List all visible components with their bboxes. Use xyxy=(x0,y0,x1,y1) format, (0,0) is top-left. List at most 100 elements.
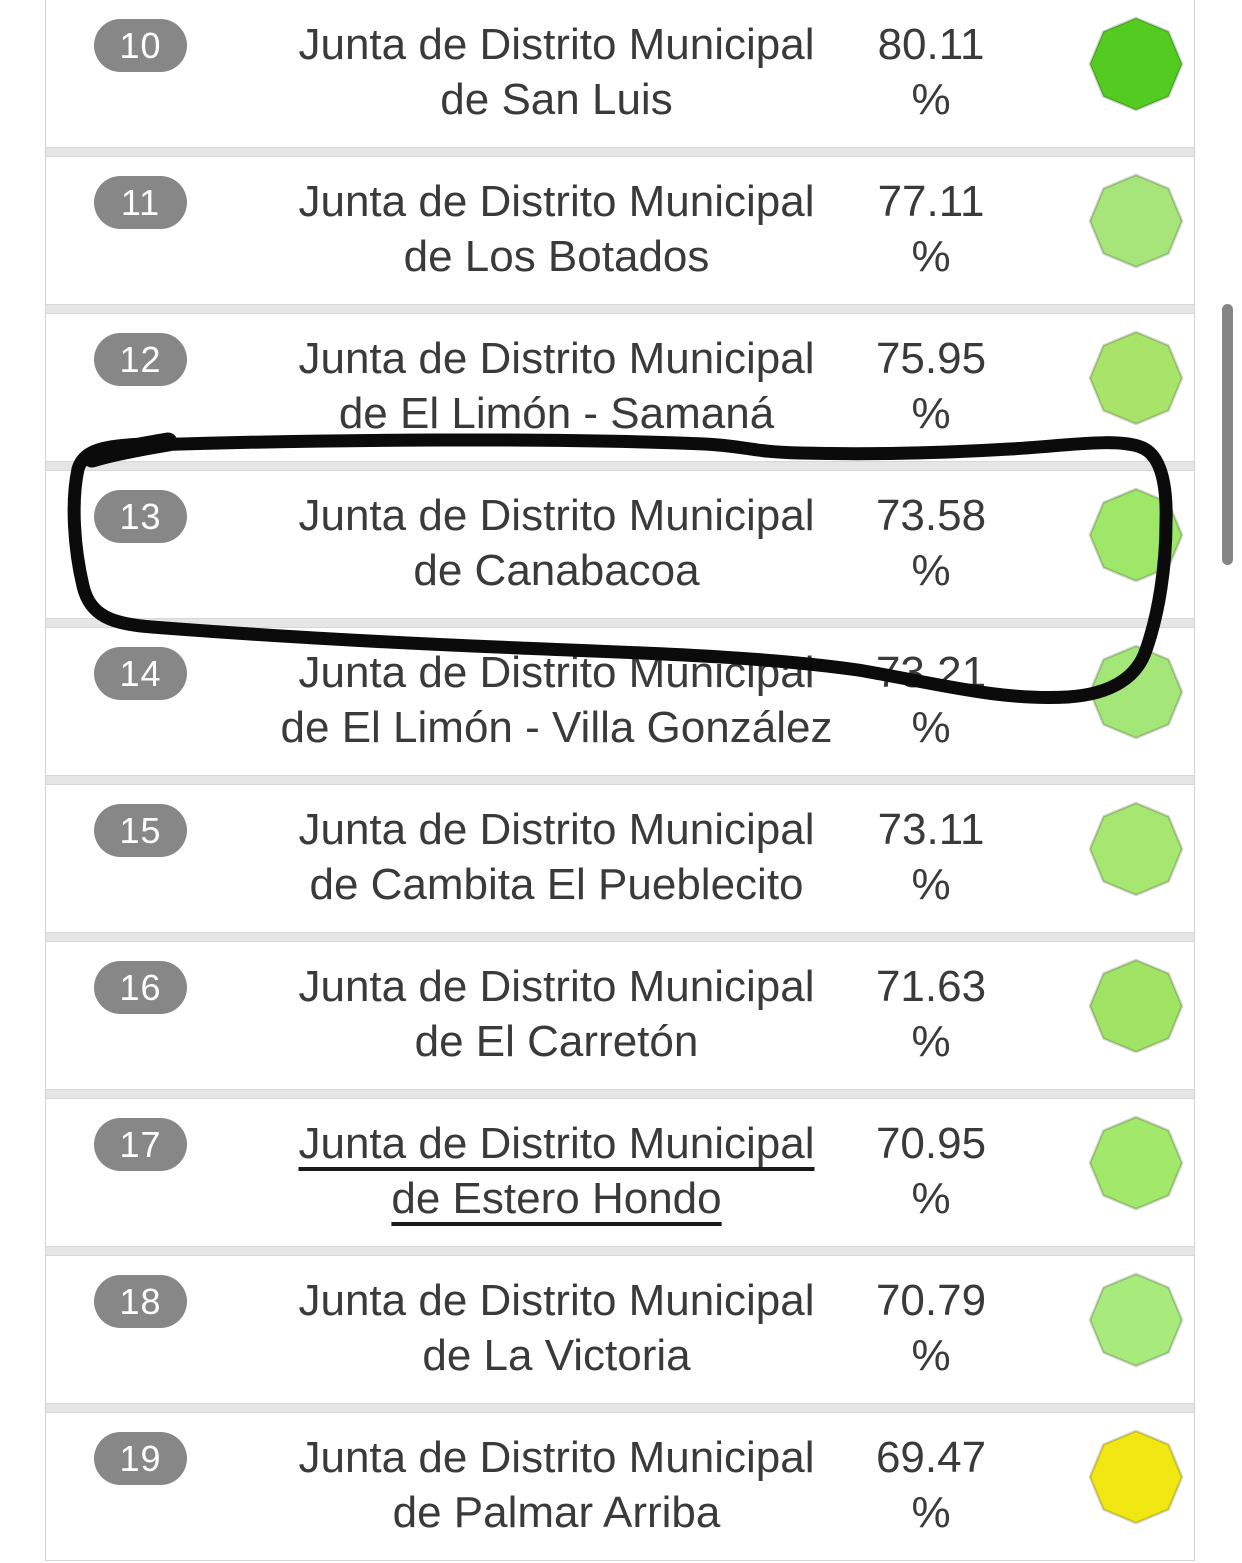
district-name-line2: de El Limón - Villa González xyxy=(280,703,833,752)
district-name-line2: de Estero Hondo xyxy=(391,1174,722,1223)
rank-badge: 13 xyxy=(94,490,187,543)
district-name: Junta de Distrito Municipal de Palmar Ar… xyxy=(187,1430,856,1540)
table-row: 14 Junta de Distrito Municipal de El Lim… xyxy=(46,627,1194,776)
percentage-number: 73.21 xyxy=(875,648,987,697)
percentage-number: 80.11 xyxy=(877,20,985,69)
status-octagon-icon xyxy=(1088,487,1184,583)
ranking-list: 10 Junta de Distrito Municipal de San Lu… xyxy=(45,0,1195,1561)
district-name-line1: Junta de Distrito Municipal xyxy=(298,648,815,697)
table-row: 15 Junta de Distrito Municipal de Cambit… xyxy=(46,784,1194,933)
percentage-number: 70.95 xyxy=(875,1119,987,1168)
district-name-line2: de Los Botados xyxy=(403,232,710,281)
table-row: 17 Junta de Distrito Municipal de Estero… xyxy=(46,1098,1194,1247)
percentage-value: 69.47 % xyxy=(856,1430,1006,1540)
table-row: 11 Junta de Distrito Municipal de Los Bo… xyxy=(46,156,1194,305)
percentage-sign: % xyxy=(911,860,951,909)
status-octagon-icon xyxy=(1088,1429,1184,1525)
district-name-line2: de La Victoria xyxy=(422,1331,691,1380)
district-name-line1: Junta de Distrito Municipal xyxy=(298,1276,815,1325)
district-name: Junta de Distrito Municipal de El Carret… xyxy=(187,959,856,1069)
table-row: 10 Junta de Distrito Municipal de San Lu… xyxy=(46,0,1194,148)
percentage-sign: % xyxy=(911,1174,951,1223)
district-name: Junta de Distrito Municipal de El Limón … xyxy=(187,645,856,755)
district-name-line1: Junta de Distrito Municipal xyxy=(298,20,815,69)
table-row: 13 Junta de Distrito Municipal de Canaba… xyxy=(46,470,1194,619)
status-octagon-icon xyxy=(1088,330,1184,426)
percentage-number: 77.11 xyxy=(877,177,985,226)
percentage-sign: % xyxy=(911,1331,951,1380)
district-name-line2: de Canabacoa xyxy=(413,546,700,595)
status-octagon-icon xyxy=(1088,16,1184,112)
status-octagon-icon xyxy=(1088,958,1184,1054)
rank-number: 14 xyxy=(119,652,162,694)
percentage-number: 70.79 xyxy=(875,1276,987,1325)
percentage-value: 77.11 % xyxy=(856,174,1006,284)
percentage-sign: % xyxy=(911,546,951,595)
percentage-sign: % xyxy=(911,703,951,752)
table-row: 16 Junta de Distrito Municipal de El Car… xyxy=(46,941,1194,1090)
rank-badge: 11 xyxy=(94,176,187,229)
percentage-sign: % xyxy=(911,232,951,281)
district-name-line2: de Cambita El Pueblecito xyxy=(309,860,804,909)
district-name-line2: de El Limón - Samaná xyxy=(338,389,775,438)
district-name-line1: Junta de Distrito Municipal xyxy=(298,805,815,854)
percentage-number: 69.47 xyxy=(875,1433,987,1482)
district-name-line2: de El Carretón xyxy=(414,1017,699,1066)
district-name-line1: Junta de Distrito Municipal xyxy=(298,177,815,226)
district-name: Junta de Distrito Municipal de El Limón … xyxy=(187,331,856,441)
district-name-line1: Junta de Distrito Municipal xyxy=(298,1433,815,1482)
district-name-line1: Junta de Distrito Municipal xyxy=(298,334,815,383)
rank-number: 17 xyxy=(119,1123,162,1165)
district-name: Junta de Distrito Municipal de La Victor… xyxy=(187,1273,856,1383)
percentage-value: 73.11 % xyxy=(856,802,1006,912)
percentage-sign: % xyxy=(911,389,951,438)
rank-badge: 18 xyxy=(94,1275,187,1328)
percentage-sign: % xyxy=(911,1488,951,1537)
rank-number: 13 xyxy=(119,495,162,537)
scrollbar-thumb[interactable] xyxy=(1222,304,1233,565)
rank-badge: 17 xyxy=(94,1118,187,1171)
rank-badge: 16 xyxy=(94,961,187,1014)
district-name: Junta de Distrito Municipal de Canabacoa xyxy=(187,488,856,598)
percentage-value: 70.95 % xyxy=(856,1116,1006,1226)
rank-number: 19 xyxy=(119,1437,162,1479)
percentage-value: 71.63 % xyxy=(856,959,1006,1069)
district-name-link[interactable]: Junta de Distrito Municipal de Estero Ho… xyxy=(187,1116,856,1226)
rank-badge: 12 xyxy=(94,333,187,386)
percentage-value: 73.21 % xyxy=(856,645,1006,755)
rank-badge: 14 xyxy=(94,647,187,700)
table-row: 18 Junta de Distrito Municipal de La Vic… xyxy=(46,1255,1194,1404)
percentage-value: 75.95 % xyxy=(856,331,1006,441)
rank-badge: 19 xyxy=(94,1432,187,1485)
rank-badge: 15 xyxy=(94,804,187,857)
rank-number: 10 xyxy=(119,24,162,66)
percentage-number: 75.95 xyxy=(875,334,987,383)
percentage-value: 70.79 % xyxy=(856,1273,1006,1383)
district-name-line2: de San Luis xyxy=(440,75,673,124)
district-name-line1: Junta de Distrito Municipal xyxy=(298,962,815,1011)
status-octagon-icon xyxy=(1088,1272,1184,1368)
rank-badge: 10 xyxy=(94,19,187,72)
district-name: Junta de Distrito Municipal de Cambita E… xyxy=(187,802,856,912)
district-name-line2: de Palmar Arriba xyxy=(392,1488,721,1537)
status-octagon-icon xyxy=(1088,173,1184,269)
percentage-number: 71.63 xyxy=(875,962,987,1011)
rank-number: 15 xyxy=(119,809,162,851)
district-name-line1: Junta de Distrito Municipal xyxy=(298,491,815,540)
rank-number: 12 xyxy=(119,338,162,380)
district-name-line1: Junta de Distrito Municipal xyxy=(298,1119,815,1168)
status-octagon-icon xyxy=(1088,644,1184,740)
table-row: 12 Junta de Distrito Municipal de El Lim… xyxy=(46,313,1194,462)
percentage-sign: % xyxy=(911,75,951,124)
rank-number: 11 xyxy=(120,181,161,223)
rank-number: 16 xyxy=(119,966,162,1008)
percentage-sign: % xyxy=(911,1017,951,1066)
percentage-number: 73.11 xyxy=(877,805,985,854)
table-row: 19 Junta de Distrito Municipal de Palmar… xyxy=(46,1412,1194,1561)
percentage-number: 73.58 xyxy=(875,491,987,540)
status-octagon-icon xyxy=(1088,1115,1184,1211)
status-octagon-icon xyxy=(1088,801,1184,897)
district-name: Junta de Distrito Municipal de Los Botad… xyxy=(187,174,856,284)
district-name: Junta de Distrito Municipal de San Luis xyxy=(187,17,856,127)
percentage-value: 80.11 % xyxy=(856,17,1006,127)
